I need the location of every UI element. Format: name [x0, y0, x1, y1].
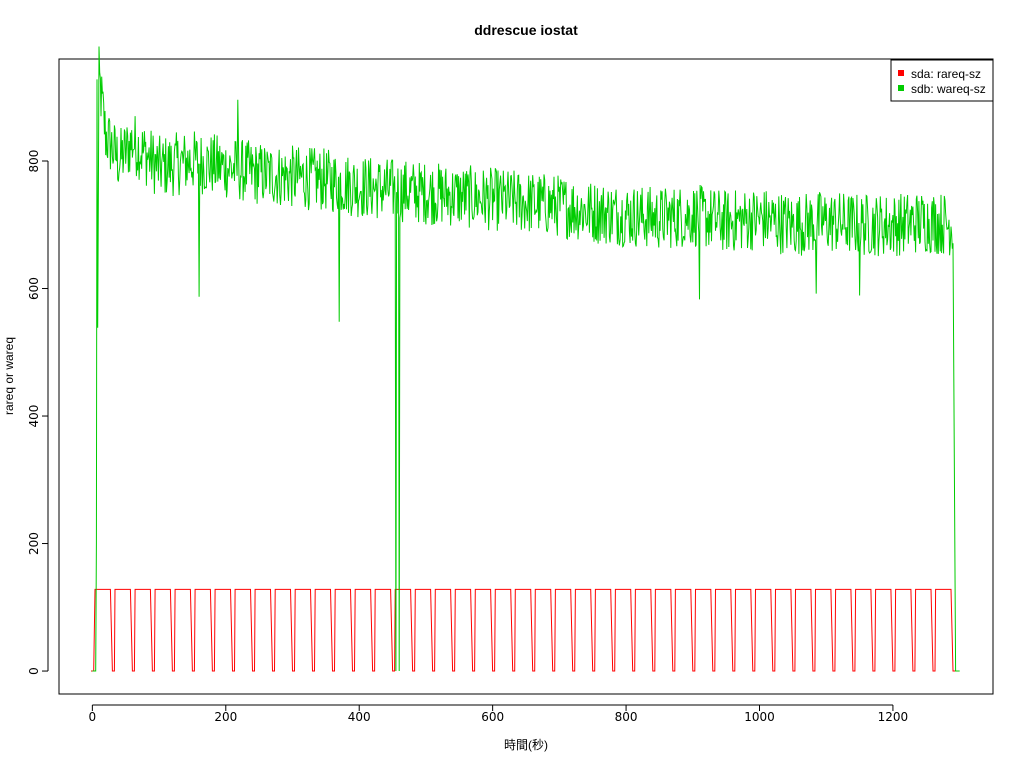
chart-title: ddrescue iostat [474, 22, 578, 38]
legend-label-sdb: sdb: wareq-sz [911, 82, 986, 96]
x-tick-label: 0 [89, 710, 97, 724]
y-tick-label: 0 [27, 667, 41, 675]
x-tick-label: 800 [615, 710, 638, 724]
series-sda-line [91, 588, 960, 672]
x-tick-label: 400 [348, 710, 371, 724]
y-tick-label: 600 [27, 277, 41, 300]
x-axis: 0 200 400 600 800 1000 1200 [89, 704, 909, 724]
series-sdb-line [92, 46, 960, 672]
legend-swatch-sdb [898, 85, 904, 91]
legend-label-sda: sda: rareq-sz [911, 67, 981, 81]
y-axis: 0 200 400 600 800 [27, 150, 49, 675]
x-tick-label: 1000 [744, 710, 775, 724]
legend-swatch-sda [898, 70, 904, 76]
y-tick-label: 800 [27, 150, 41, 173]
legend-box [890, 59, 994, 102]
x-tick-label: 600 [481, 710, 504, 724]
x-axis-label: 時間(秒) [504, 738, 548, 752]
plot-frame [58, 58, 994, 695]
x-tick-label: 1200 [878, 710, 909, 724]
x-tick-label: 200 [214, 710, 237, 724]
legend: sda: rareq-sz sdb: wareq-sz [890, 59, 994, 102]
series-layer [91, 46, 960, 672]
y-tick-label: 400 [27, 405, 41, 428]
y-tick-label: 200 [27, 532, 41, 555]
y-axis-label: rareq or wareq [2, 337, 16, 415]
